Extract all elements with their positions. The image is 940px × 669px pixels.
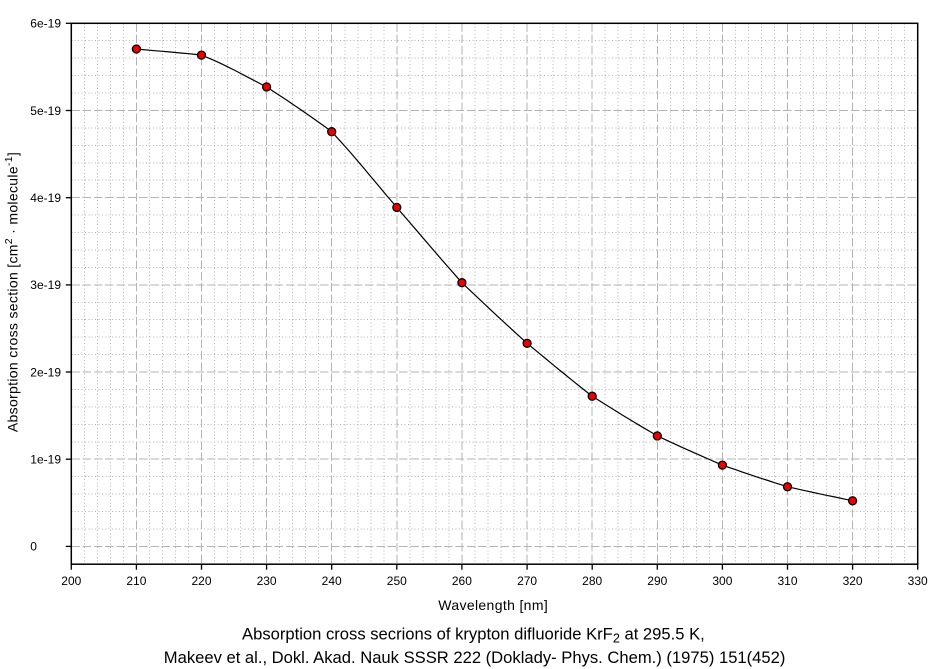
svg-text:270: 270 (517, 574, 537, 588)
svg-text:Wavelength [nm]: Wavelength [nm] (438, 597, 548, 613)
svg-text:2e-19: 2e-19 (30, 365, 61, 379)
svg-text:250: 250 (387, 574, 407, 588)
svg-text:Absorption cross section [cm2: Absorption cross section [cm2 · molecule… (3, 152, 21, 432)
svg-text:300: 300 (712, 574, 732, 588)
svg-text:0: 0 (30, 540, 37, 554)
svg-text:330: 330 (908, 574, 928, 588)
svg-text:310: 310 (777, 574, 797, 588)
svg-text:Absorption cross secrions of k: Absorption cross secrions of krypton dif… (242, 625, 705, 646)
svg-text:4e-19: 4e-19 (30, 191, 61, 205)
svg-text:3e-19: 3e-19 (30, 278, 61, 292)
svg-text:6e-19: 6e-19 (30, 17, 61, 31)
svg-text:220: 220 (191, 574, 211, 588)
svg-text:1e-19: 1e-19 (30, 453, 61, 467)
svg-text:210: 210 (126, 574, 146, 588)
svg-text:Makeev et al., Dokl. Akad. Nau: Makeev et al., Dokl. Akad. Nauk SSSR 222… (164, 648, 786, 667)
svg-text:5e-19: 5e-19 (30, 104, 61, 118)
svg-text:200: 200 (61, 574, 81, 588)
svg-text:230: 230 (257, 574, 277, 588)
svg-text:320: 320 (843, 574, 863, 588)
svg-text:260: 260 (452, 574, 472, 588)
svg-text:290: 290 (647, 574, 667, 588)
svg-text:280: 280 (582, 574, 602, 588)
svg-text:240: 240 (322, 574, 342, 588)
